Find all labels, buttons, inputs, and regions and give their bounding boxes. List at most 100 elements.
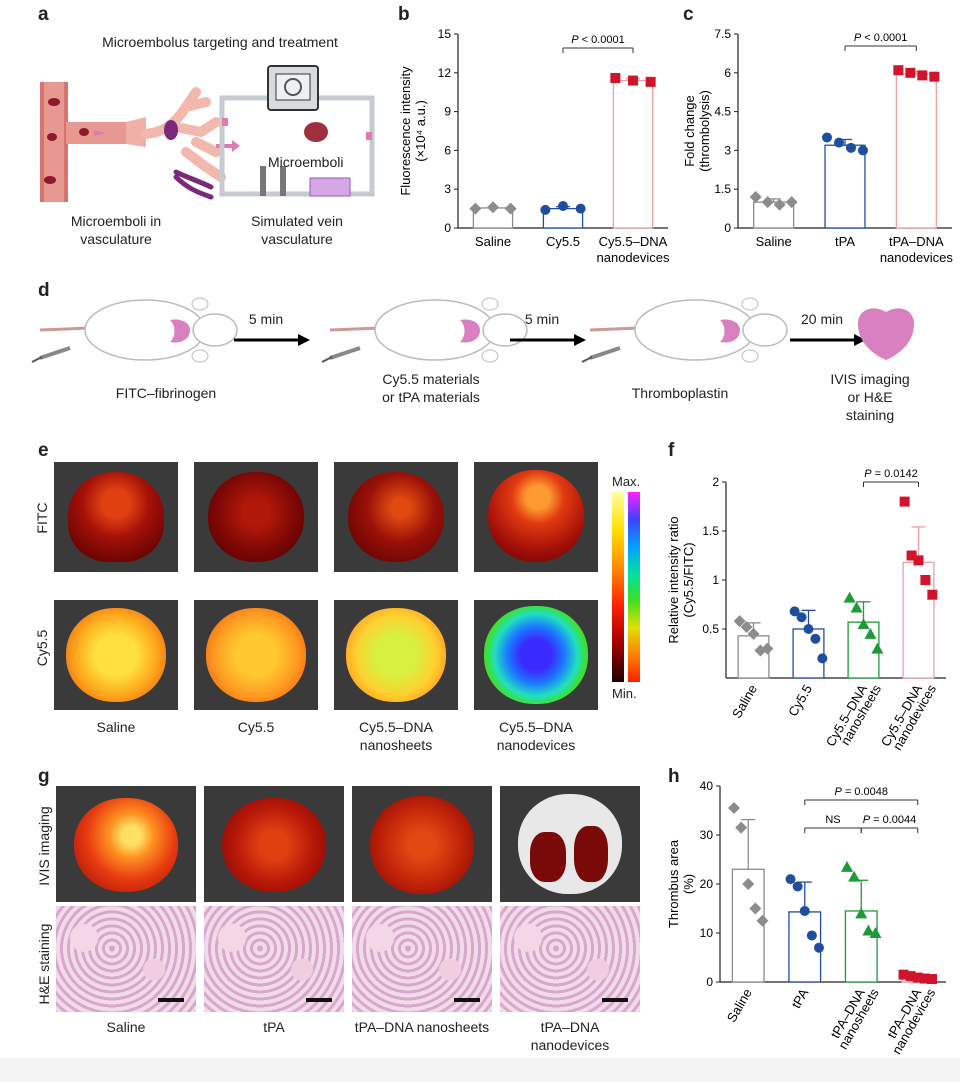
he-image-nanodevices	[500, 906, 640, 1012]
vasculature-illustration	[40, 65, 375, 202]
significance-label: P = 0.0048	[834, 786, 888, 798]
bar	[824, 144, 866, 229]
data-point	[857, 145, 868, 156]
data-point	[834, 137, 845, 148]
significance-label: NS	[825, 814, 840, 826]
bar	[844, 910, 878, 983]
data-point	[733, 615, 746, 628]
data-point	[855, 907, 868, 919]
data-point	[773, 198, 786, 211]
colorbar-rainbow	[628, 492, 640, 682]
x-tick-label: Saline	[724, 986, 755, 1025]
data-point	[822, 132, 833, 143]
data-point	[740, 621, 753, 634]
caption-simulated-vein: Simulated vein vasculature	[251, 213, 343, 247]
data-point	[487, 201, 499, 214]
data-point	[929, 71, 940, 82]
data-point	[848, 870, 861, 882]
row-label-cy55: Cy5.5	[34, 629, 50, 667]
panel-label-b: b	[398, 4, 410, 25]
data-point	[785, 196, 798, 209]
panel-label-a: a	[38, 4, 49, 25]
data-point	[906, 550, 917, 561]
cy55-image-nanosheets	[334, 600, 458, 710]
he-image-nanosheets	[352, 906, 492, 1012]
data-point	[919, 973, 930, 984]
data-point	[610, 72, 621, 83]
significance-label: P < 0.0001	[571, 34, 625, 46]
y-tick-label: 6	[444, 143, 451, 157]
panel-label-g: g	[38, 766, 50, 787]
ivis-image-saline	[56, 786, 196, 902]
y-axis-label: (thrombolysis)	[697, 90, 712, 172]
fitc-image-saline	[54, 462, 178, 572]
data-point	[504, 202, 517, 215]
procedure-schematic	[30, 296, 914, 364]
row-label-ivis: IVIS imaging	[36, 806, 52, 886]
x-tick-label: Saline	[756, 234, 792, 249]
data-point	[540, 204, 551, 215]
panel-label-h: h	[668, 766, 680, 787]
data-point	[558, 201, 568, 212]
data-point	[893, 65, 904, 76]
colorbar-warm	[612, 492, 624, 682]
cy55-image-cy55	[194, 600, 318, 710]
y-tick-label: 9	[444, 105, 451, 119]
data-point	[850, 601, 863, 613]
bar	[737, 635, 770, 679]
data-point	[862, 924, 875, 936]
panel-label-c: c	[683, 4, 694, 25]
chart-f: 0.5 1 1.5 2 Relative intensity ratio (Cy5.5/F…	[666, 468, 946, 753]
data-point	[857, 618, 870, 630]
col-label-g-tpa: tPA	[263, 1019, 285, 1035]
arrow-label-2: 5 min	[524, 311, 560, 327]
step-imaging: IVIS imaging or H&E staining	[830, 371, 910, 423]
data-point	[817, 653, 828, 664]
data-point	[864, 627, 877, 639]
data-point	[761, 196, 774, 209]
data-point	[899, 496, 910, 507]
y-tick-label: 3	[444, 182, 451, 196]
col-label-g-nanodevices: tPA–DNA nanodevices	[530, 1019, 610, 1053]
bar	[753, 201, 795, 229]
x-tick-label: nanodevices	[597, 250, 670, 265]
data-point	[912, 972, 923, 983]
arrow-label-3: 20 min	[800, 311, 844, 327]
x-tick-label: Cy5.5–DNA	[599, 234, 668, 249]
significance-label: P < 0.0001	[854, 32, 908, 44]
chart-c: 0 1.5 3 4.5 6 7.5 Fold change (thrombolysis) Sal…	[682, 27, 953, 265]
data-point	[469, 202, 482, 215]
col-label-e-cy55: Cy5.5	[237, 719, 275, 735]
x-tick-label: Cy5.5	[785, 682, 815, 719]
bar	[612, 79, 654, 229]
data-point	[926, 974, 937, 985]
data-point	[898, 969, 909, 980]
data-point	[920, 575, 931, 585]
arrow-label-1: 5 min	[248, 311, 284, 327]
row-label-fitc: FITC	[34, 502, 50, 534]
y-tick-label: 2	[712, 475, 719, 489]
ivis-image-nanosheets	[352, 786, 492, 902]
y-tick-label: 0	[706, 975, 713, 989]
y-tick-label: 1	[712, 573, 719, 587]
data-point	[905, 67, 916, 78]
y-axis-label: (Cy5.5/FITC)	[681, 542, 696, 617]
panel-label-e: e	[38, 440, 49, 461]
microemboli-label: Microemboli	[268, 154, 344, 170]
caption-microemboli-in-vasculature: Microemboli in vasculature	[70, 213, 162, 247]
y-tick-label: 1.5	[702, 524, 719, 538]
chart-b: 0 3 6 9 12 15 Fluorescence intensity (×10⁴ a.u.…	[398, 27, 670, 265]
data-point	[913, 555, 924, 566]
data-point	[575, 203, 586, 214]
data-point	[810, 633, 821, 644]
data-point	[628, 75, 638, 86]
data-point	[813, 942, 824, 953]
x-tick-label: Cy5.5	[546, 234, 580, 249]
colorbar-max-label: Max.	[612, 474, 641, 489]
data-point	[869, 927, 882, 938]
data-point	[792, 881, 803, 892]
step-thromboplastin: Thromboplastin	[631, 385, 729, 401]
data-point	[742, 878, 755, 890]
y-tick-label: 10	[700, 926, 714, 940]
